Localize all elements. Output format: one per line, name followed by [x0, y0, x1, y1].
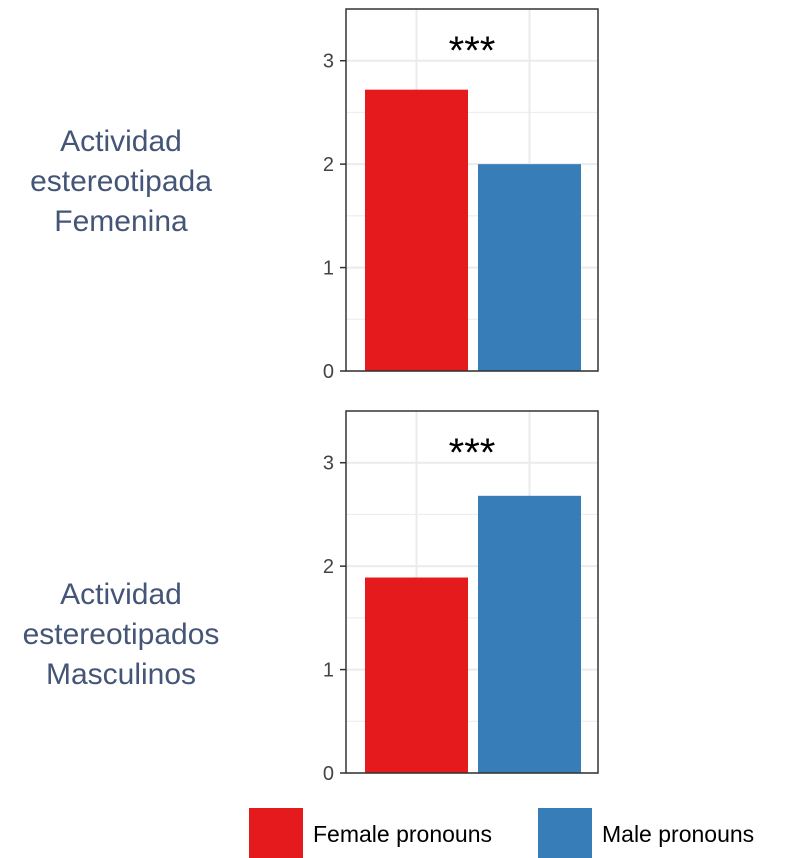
- row-label-male-activity: Actividad estereotipados Masculinos: [22, 578, 220, 691]
- bar-female: [365, 577, 468, 773]
- legend: Female pronouns Male pronouns: [249, 808, 754, 858]
- legend-label-male: Male pronouns: [602, 821, 754, 847]
- bar-female: [365, 89, 468, 371]
- panel-border: [345, 410, 599, 774]
- y-tick-label: 1: [323, 258, 334, 280]
- bar-male: [478, 164, 581, 371]
- panel-border: [345, 8, 599, 372]
- chart-panel-1: 0 1 2 3 ***: [323, 8, 599, 383]
- y-tick-label: 1: [323, 660, 334, 682]
- y-tick-label: 2: [323, 556, 334, 578]
- significance-label: ***: [449, 29, 496, 73]
- y-tick-label: 2: [323, 154, 334, 176]
- chart-panel-2: 0 1 2 3 ***: [323, 410, 599, 785]
- y-tick-label: 0: [323, 361, 334, 383]
- legend-swatch-male: [538, 808, 592, 858]
- y-tick-label: 3: [323, 51, 334, 73]
- bar-male: [478, 495, 581, 773]
- y-tick-label: 0: [323, 763, 334, 785]
- legend-swatch-female: [249, 808, 303, 858]
- legend-label-female: Female pronouns: [313, 821, 492, 847]
- significance-label: ***: [449, 431, 496, 475]
- row-label-female-activity: Actividad estereotipada Femenina: [30, 125, 212, 238]
- y-tick-label: 3: [323, 453, 334, 475]
